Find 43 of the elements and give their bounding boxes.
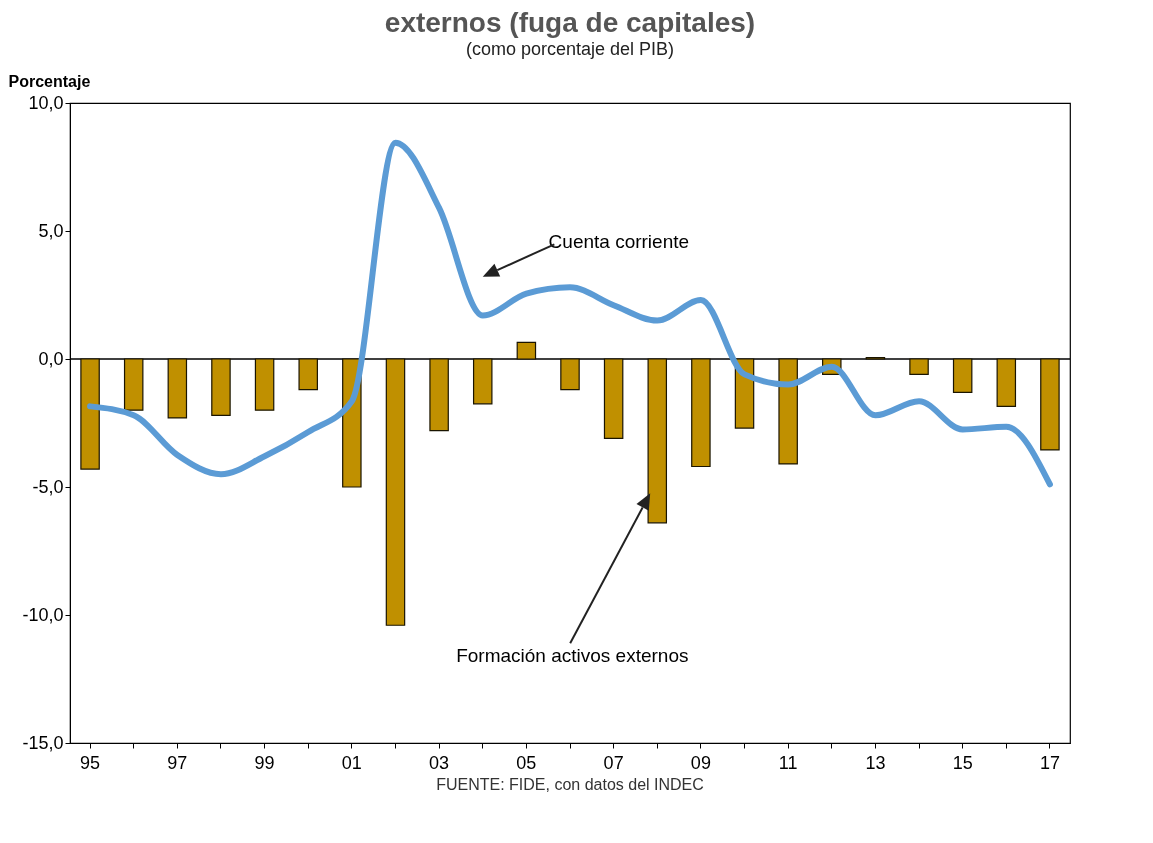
bar	[691, 358, 711, 468]
bar	[123, 358, 144, 411]
bar	[1040, 358, 1060, 451]
y-tick-label: 5,0	[38, 220, 64, 241]
bar	[996, 358, 1017, 407]
x-tick-label: 17	[1039, 752, 1060, 773]
y-tick-label: -5,0	[32, 476, 64, 497]
y-tick-label: 10,0	[28, 92, 64, 113]
bar	[254, 358, 275, 411]
source-note: FUENTE: FIDE, con datos del INDEC	[436, 776, 704, 793]
chart-subtitle: (como porcentaje del PIB)	[465, 39, 675, 59]
x-tick-label: 07	[603, 752, 624, 773]
x-tick-label: 03	[429, 752, 450, 773]
bar	[385, 358, 406, 626]
bar	[909, 358, 929, 375]
x-tick-label: 01	[341, 752, 362, 773]
bar	[516, 341, 537, 360]
bar	[167, 358, 188, 419]
x-tick-label: 95	[80, 752, 101, 773]
x-tick-label: 09	[690, 752, 711, 773]
bar	[647, 358, 668, 524]
y-tick-label: -15,0	[22, 732, 64, 753]
x-tick-label: 97	[167, 752, 188, 773]
x-tick-label: 13	[865, 752, 886, 773]
bar	[80, 358, 100, 470]
bar	[429, 358, 449, 432]
y-tick-label: 0,0	[38, 348, 64, 369]
x-tick-label: 99	[254, 752, 275, 773]
x-tick-label: 11	[778, 752, 798, 773]
bar	[560, 358, 580, 391]
bar	[298, 358, 318, 391]
x-tick-label: 05	[516, 752, 537, 773]
bar	[778, 358, 798, 465]
bar	[603, 358, 624, 439]
y-axis-title: Porcentaje	[8, 72, 91, 90]
bar	[211, 358, 231, 416]
text: Formación activos externos	[456, 645, 689, 667]
x-tick-label: 15	[952, 752, 973, 773]
bar	[472, 358, 493, 405]
chart-title: externos (fuga de capitales)	[384, 7, 756, 38]
bar	[952, 358, 973, 393]
y-tick-label: -10,0	[22, 604, 64, 625]
series-label: Cuenta corriente	[548, 230, 690, 252]
